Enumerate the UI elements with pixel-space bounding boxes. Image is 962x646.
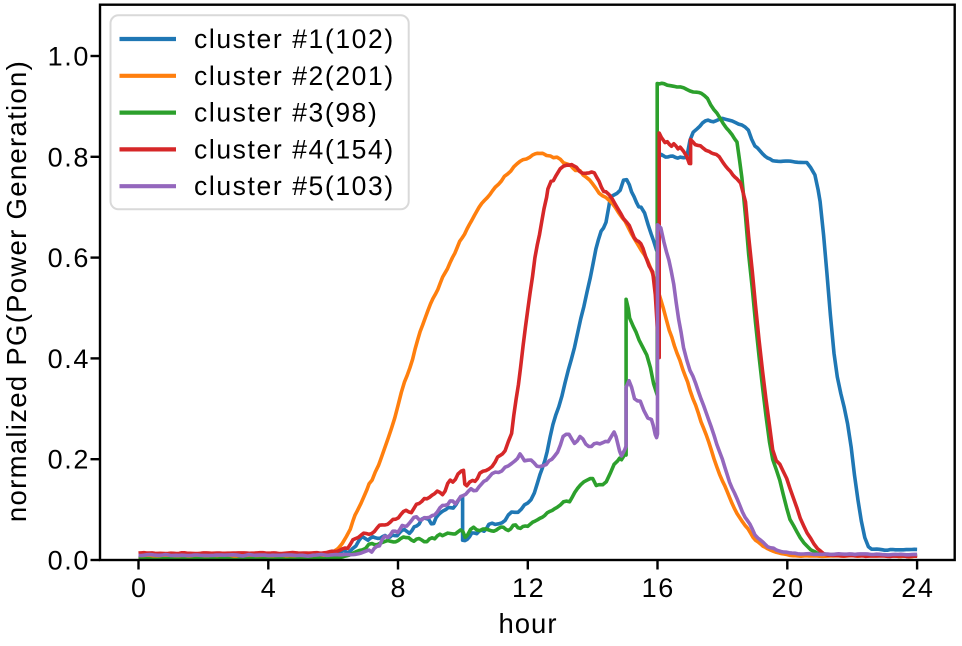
svg-text:0.8: 0.8 [48, 142, 90, 172]
svg-text:8: 8 [390, 573, 407, 603]
svg-text:cluster #5(103): cluster #5(103) [194, 171, 395, 201]
svg-text:0: 0 [131, 573, 148, 603]
svg-text:0.2: 0.2 [48, 445, 90, 475]
svg-text:cluster #2(201): cluster #2(201) [194, 61, 395, 91]
svg-text:hour: hour [498, 608, 557, 639]
svg-text:0.0: 0.0 [48, 546, 90, 576]
svg-text:cluster #4(154): cluster #4(154) [194, 134, 395, 164]
svg-text:cluster #3(98): cluster #3(98) [194, 98, 378, 128]
svg-text:20: 20 [771, 573, 804, 603]
svg-text:4: 4 [261, 573, 278, 603]
svg-text:0.6: 0.6 [48, 243, 90, 273]
svg-text:normalized PG(Power Generation: normalized PG(Power Generation) [1, 60, 32, 522]
svg-text:cluster #1(102): cluster #1(102) [194, 24, 395, 54]
svg-text:16: 16 [642, 573, 675, 603]
svg-text:1.0: 1.0 [48, 42, 90, 72]
svg-text:24: 24 [901, 573, 934, 603]
svg-text:12: 12 [512, 573, 545, 603]
svg-text:0.4: 0.4 [48, 344, 90, 374]
